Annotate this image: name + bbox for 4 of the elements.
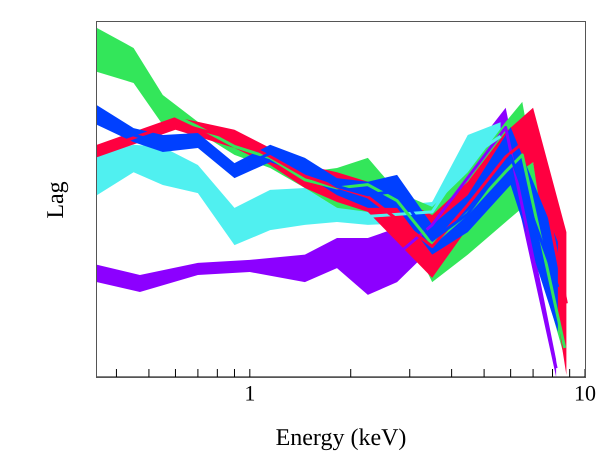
x-tick-label: 10 bbox=[574, 380, 596, 406]
y-axis-title: Lag bbox=[43, 180, 70, 220]
x-axis-title: Energy (keV) bbox=[274, 425, 408, 452]
x-tick-label: 1 bbox=[244, 380, 256, 406]
